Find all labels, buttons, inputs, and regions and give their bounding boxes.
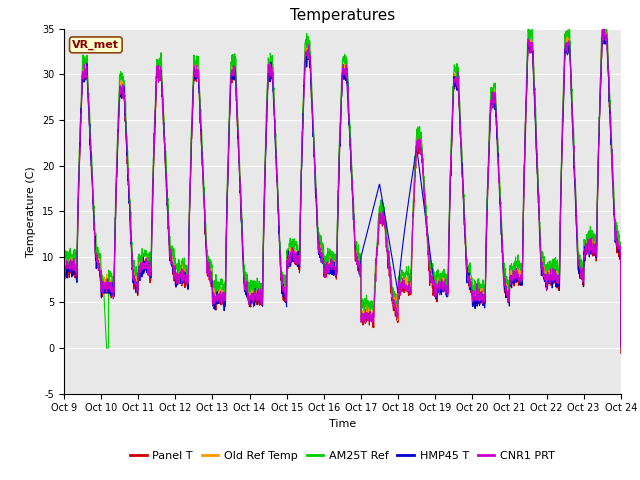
Panel T — [617, 350, 625, 356]
AM25T Ref — [504, 285, 512, 291]
HMP45 T — [504, 290, 512, 296]
Old Ref Temp — [504, 285, 512, 291]
Panel T — [568, 95, 575, 100]
HMP45 T — [617, 343, 625, 349]
Old Ref Temp — [371, 292, 378, 298]
AM25T Ref — [584, 237, 591, 242]
Panel T — [60, 266, 68, 272]
HMP45 T — [60, 273, 68, 279]
HMP45 T — [583, 242, 591, 248]
Old Ref Temp — [568, 89, 575, 95]
Old Ref Temp — [358, 316, 366, 322]
Line: Old Ref Temp: Old Ref Temp — [64, 29, 621, 341]
AM25T Ref — [617, 327, 625, 333]
AM25T Ref — [524, 26, 532, 32]
CNR1 PRT — [568, 100, 575, 106]
CNR1 PRT — [598, 26, 606, 32]
CNR1 PRT — [371, 294, 378, 300]
Panel T — [371, 302, 378, 308]
HMP45 T — [371, 201, 378, 206]
Old Ref Temp — [600, 26, 607, 32]
CNR1 PRT — [358, 311, 366, 316]
Line: Panel T: Panel T — [64, 31, 621, 353]
Line: HMP45 T: HMP45 T — [64, 33, 621, 346]
HMP45 T — [568, 95, 575, 101]
Line: CNR1 PRT: CNR1 PRT — [64, 29, 621, 347]
HMP45 T — [599, 30, 607, 36]
X-axis label: Time: Time — [329, 419, 356, 429]
Line: AM25T Ref: AM25T Ref — [64, 29, 621, 348]
CNR1 PRT — [617, 344, 625, 349]
CNR1 PRT — [583, 246, 591, 252]
Panel T — [504, 289, 512, 295]
Title: Temperatures: Temperatures — [290, 9, 395, 24]
Old Ref Temp — [216, 289, 223, 295]
Y-axis label: Temperature (C): Temperature (C) — [26, 166, 36, 257]
HMP45 T — [216, 296, 223, 302]
AM25T Ref — [371, 282, 379, 288]
AM25T Ref — [102, 345, 110, 351]
HMP45 T — [358, 248, 366, 254]
CNR1 PRT — [216, 294, 223, 300]
CNR1 PRT — [60, 273, 68, 278]
AM25T Ref — [359, 304, 367, 310]
Panel T — [358, 316, 366, 322]
AM25T Ref — [60, 256, 68, 262]
AM25T Ref — [216, 280, 223, 286]
AM25T Ref — [568, 86, 576, 92]
CNR1 PRT — [504, 294, 512, 300]
Old Ref Temp — [583, 242, 591, 248]
Text: VR_met: VR_met — [72, 40, 119, 50]
Panel T — [598, 28, 606, 34]
Old Ref Temp — [60, 268, 68, 274]
Panel T — [583, 247, 591, 253]
Old Ref Temp — [617, 338, 625, 344]
Legend: Panel T, Old Ref Temp, AM25T Ref, HMP45 T, CNR1 PRT: Panel T, Old Ref Temp, AM25T Ref, HMP45 … — [125, 446, 559, 466]
Panel T — [216, 299, 223, 304]
